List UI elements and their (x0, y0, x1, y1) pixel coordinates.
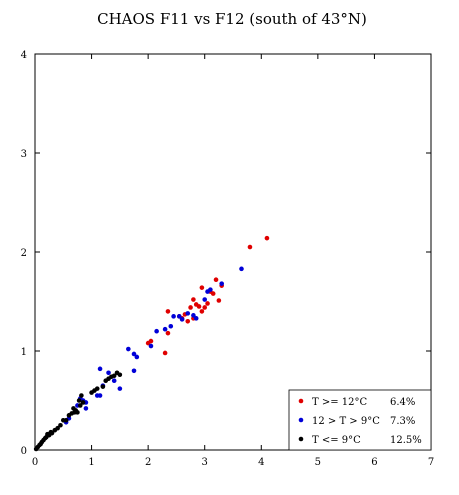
data-point-series-2 (134, 354, 140, 360)
data-point-series-1 (247, 244, 253, 250)
data-point-series-2 (219, 281, 224, 286)
chart-title: CHAOS F11 vs F12 (south of 43°N) (97, 10, 367, 28)
data-point-series-2 (191, 313, 196, 318)
data-point-series-2 (131, 351, 137, 357)
data-point-series-1 (205, 301, 210, 306)
legend-marker (298, 417, 304, 423)
x-tick-label: 6 (371, 457, 377, 468)
data-point-series-2 (154, 328, 159, 334)
data-point-series-1 (148, 338, 154, 344)
x-tick-label: 2 (145, 457, 151, 468)
data-point-series-2 (168, 323, 174, 329)
x-tick-label: 7 (428, 457, 434, 468)
data-point-series-2 (176, 314, 182, 319)
data-point-series-1 (165, 330, 171, 336)
data-point-series-2 (97, 393, 103, 398)
data-point-series-3 (75, 410, 80, 415)
data-point-series-3 (111, 373, 117, 379)
data-point-series-1 (165, 309, 171, 314)
x-tick-label: 5 (315, 457, 321, 468)
y-axis-ticks: 0 1 2 3 4 (21, 50, 431, 457)
data-point-series-2 (117, 386, 123, 391)
legend-entries: T >= 12°C 6.4% 12 > T > 9°C 7.3% T <= 9°C 12.… (298, 397, 422, 446)
data-points (33, 235, 270, 452)
legend-stat: 12.5% (390, 435, 422, 446)
data-point-series-1 (188, 305, 193, 310)
data-point-series-3 (100, 384, 106, 389)
data-point-series-1 (196, 304, 202, 309)
data-point-series-3 (79, 393, 84, 398)
data-point-series-2 (171, 314, 176, 319)
x-tick-label: 4 (258, 457, 264, 468)
data-point-series-2 (131, 368, 137, 374)
data-point-series-1 (216, 298, 222, 303)
data-point-series-2 (97, 366, 103, 372)
data-point-series-3 (49, 430, 55, 436)
data-point-series-1 (213, 277, 219, 283)
data-point-series-2 (185, 311, 191, 316)
legend-label: T <= 9°C (312, 435, 361, 446)
legend-stat: 6.4% (390, 397, 415, 408)
data-point-series-2 (111, 378, 117, 384)
data-point-series-1 (264, 235, 270, 241)
data-point-series-3 (55, 425, 60, 431)
y-tick-label: 0 (21, 446, 27, 457)
y-tick-label: 3 (21, 149, 27, 160)
data-point-series-3 (63, 418, 69, 423)
data-point-series-1 (191, 297, 196, 302)
legend-box (288, 389, 432, 451)
data-point-series-1 (185, 319, 191, 324)
data-point-series-1 (199, 285, 205, 290)
legend: T >= 12°C 6.4% 12 > T > 9°C 7.3% T <= 9°C 12.… (288, 389, 432, 451)
data-point-series-1 (210, 291, 216, 296)
legend-stat: 7.3% (390, 416, 415, 427)
data-point-series-2 (126, 346, 131, 352)
x-tick-label: 1 (88, 457, 94, 468)
data-point-series-2 (148, 343, 154, 349)
data-point-series-3 (76, 398, 82, 403)
legend-label: T >= 12°C (312, 397, 368, 408)
data-point-series-3 (80, 400, 86, 405)
data-point-series-2 (239, 266, 244, 272)
data-point-series-1 (199, 309, 205, 314)
x-tick-label: 0 (32, 457, 38, 468)
data-point-series-3 (117, 372, 123, 378)
data-point-series-2 (106, 370, 111, 376)
data-point-series-2 (208, 287, 213, 292)
data-point-series-2 (83, 406, 89, 411)
data-point-series-1 (162, 350, 168, 356)
data-point-series-2 (193, 316, 199, 321)
y-tick-label: 4 (21, 50, 27, 61)
data-point-series-2 (162, 326, 168, 332)
legend-marker (298, 398, 304, 404)
data-point-series-2 (202, 297, 208, 302)
legend-label: 12 > T > 9°C (312, 416, 380, 427)
y-tick-label: 2 (21, 248, 27, 259)
data-point-series-3 (94, 386, 100, 391)
data-point-series-2 (179, 317, 185, 322)
legend-marker (298, 436, 304, 442)
x-tick-label: 3 (202, 457, 208, 468)
data-point-series-3 (77, 403, 83, 408)
data-point-series-3 (58, 422, 63, 428)
data-point-series-1 (202, 305, 208, 310)
y-tick-label: 1 (21, 347, 27, 358)
